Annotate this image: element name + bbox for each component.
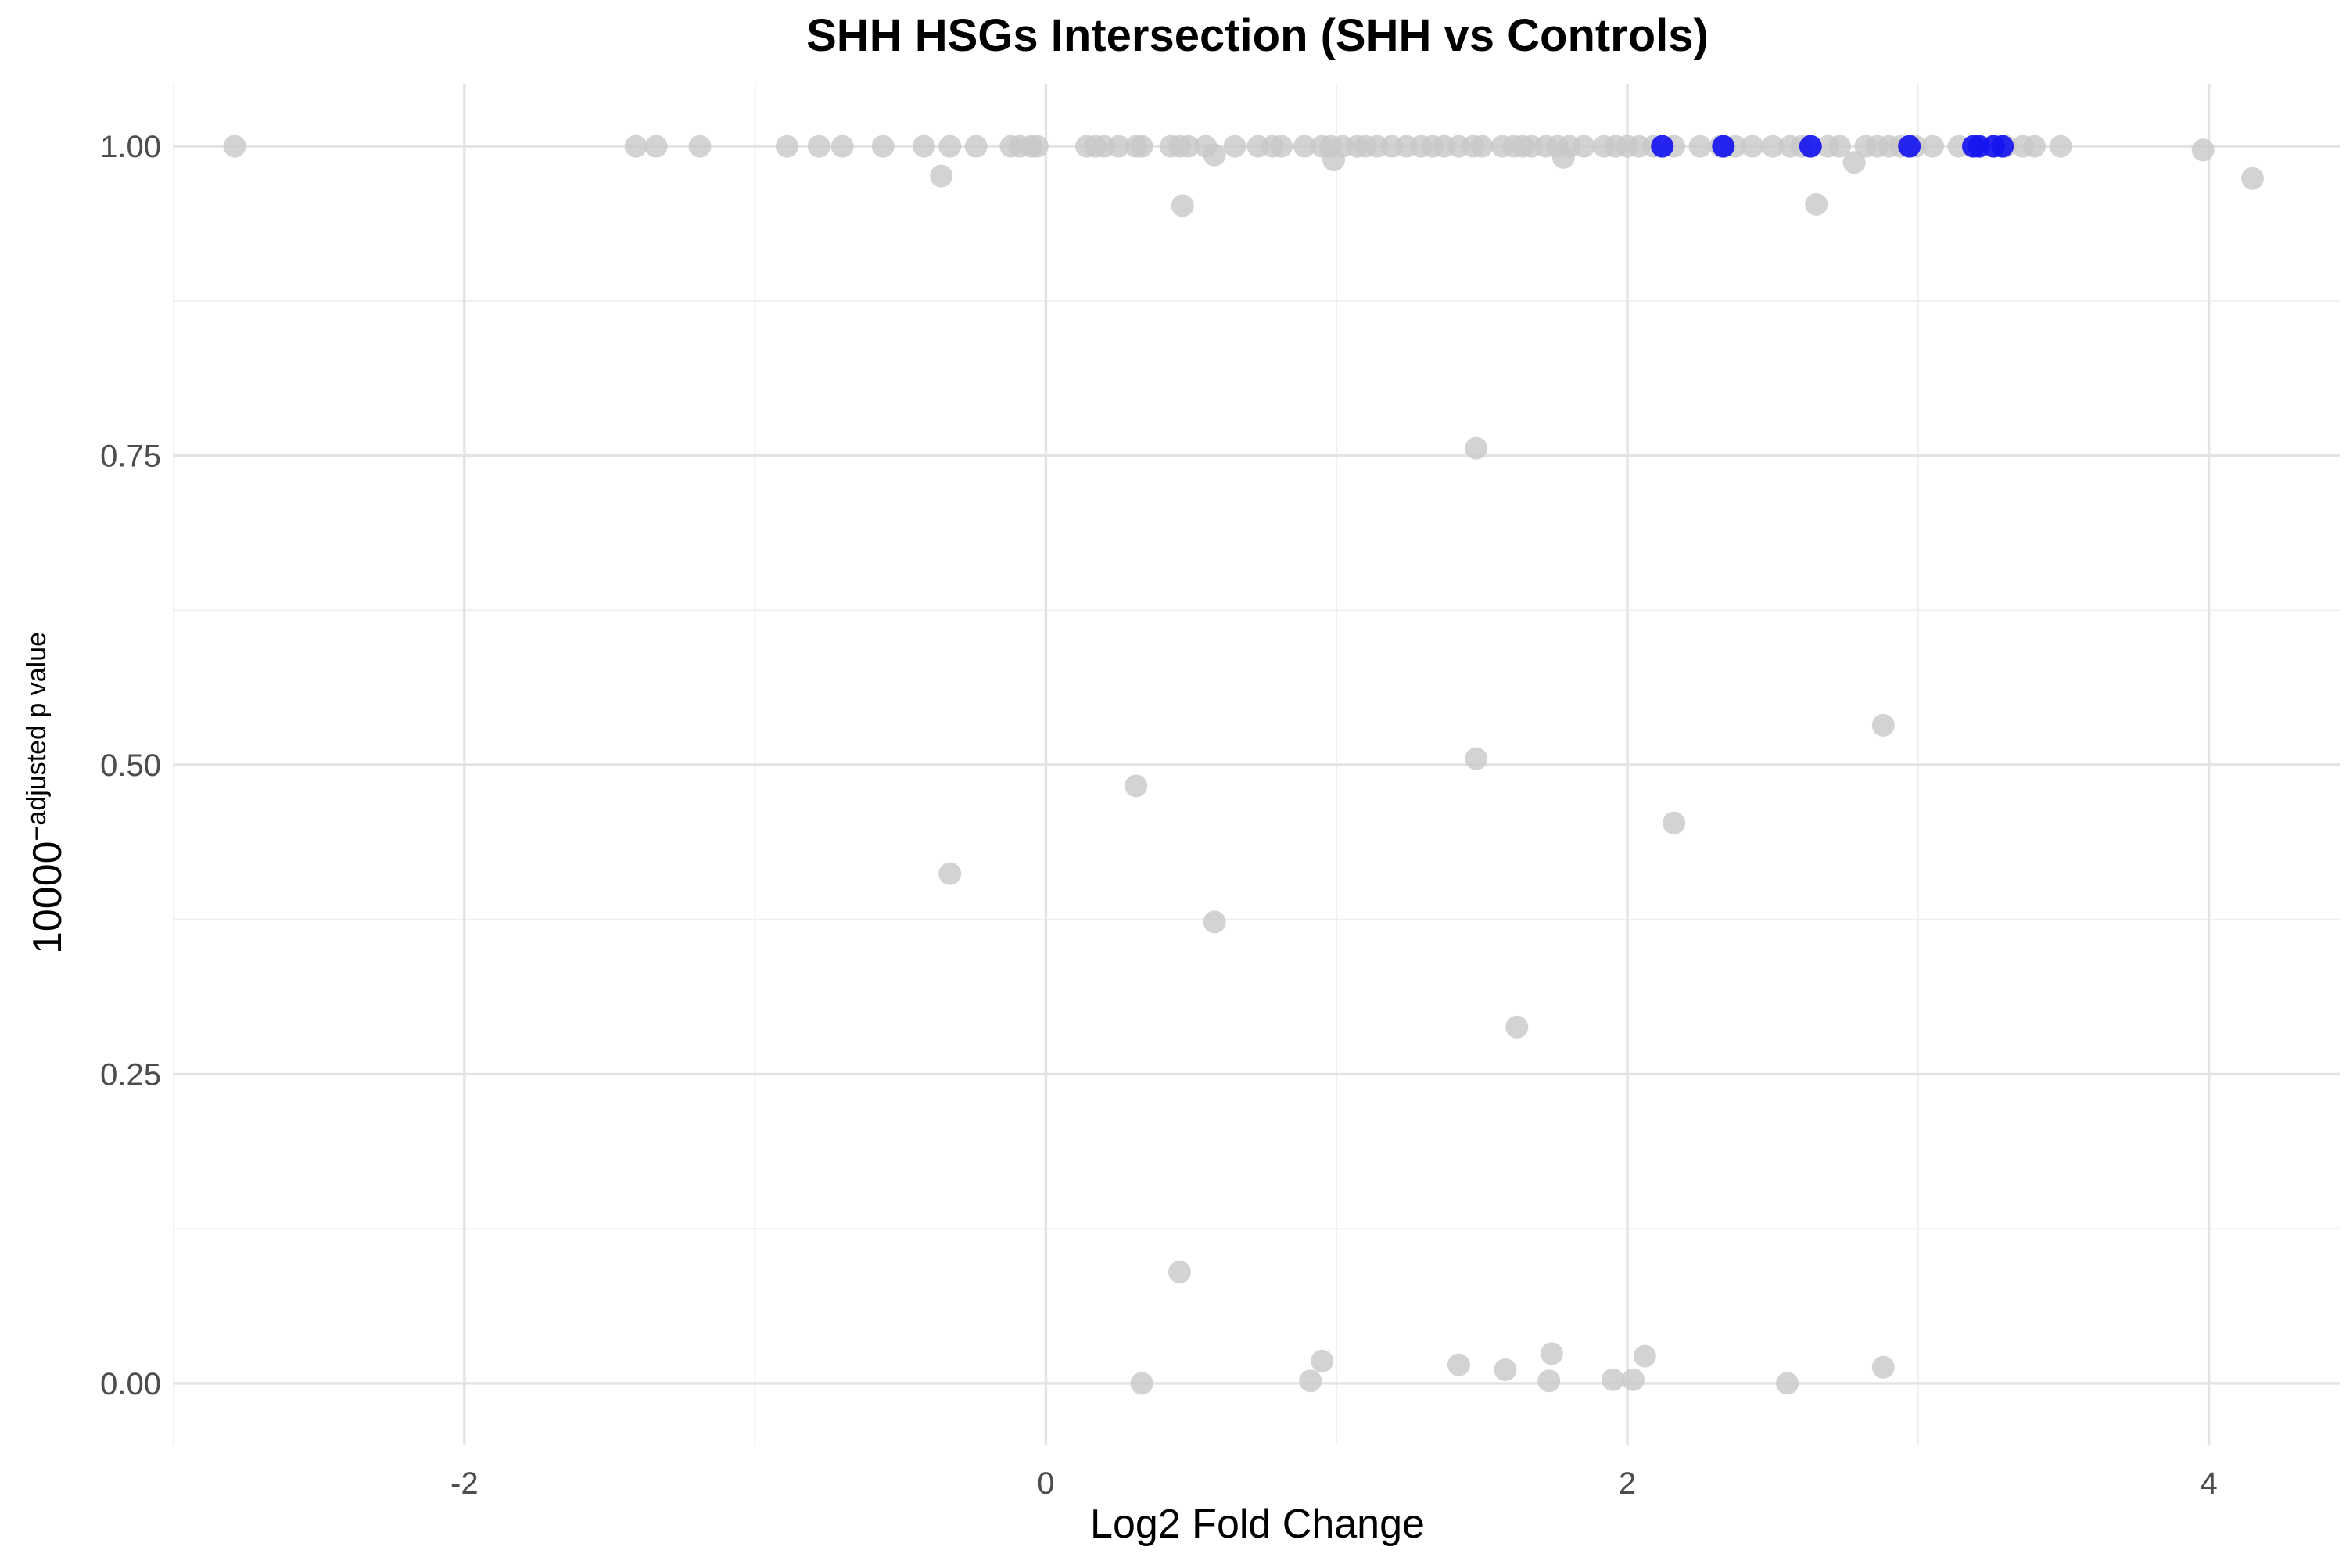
data-point [223,135,246,158]
y-tick-label: 1.00 [100,130,161,164]
data-point [1688,135,1712,158]
data-point [1203,143,1226,167]
data-point [1622,1368,1645,1391]
data-point [807,135,830,158]
data-point [1828,135,1851,158]
y-axis-title-base: 10000 [25,841,70,954]
data-point [776,135,798,158]
y-tick-label: 0.00 [100,1367,161,1401]
data-point [1470,135,1494,158]
svg-text:10000−adjusted p value: 10000−adjusted p value [22,632,70,954]
data-point [2023,135,2046,158]
data-point [1130,1372,1153,1395]
data-point [2049,135,2072,158]
data-point [1223,135,1247,158]
data-point [2241,167,2264,190]
data-point [1871,1355,1895,1379]
data-point [1177,135,1200,158]
data-point [1447,1353,1470,1376]
data-point [1299,1369,1322,1393]
highlighted-data-point [1898,135,1921,158]
data-point [1293,135,1316,158]
data-point [964,135,988,158]
tick-labels: -2 0 2 4 0.00 0.25 0.50 0.75 1.00 [100,130,2218,1501]
y-tick-label: 0.50 [100,748,161,783]
data-point [1311,1349,1334,1372]
data-point [1130,135,1153,158]
highlighted-data-point [1991,135,2014,158]
data-point [1633,1344,1656,1368]
highlighted-data-point [1712,135,1735,158]
data-point [1871,713,1895,737]
data-point [1025,135,1049,158]
data-point [2191,138,2215,162]
data-point [1494,1358,1517,1381]
y-axis-title-superscript: −adjusted p value [22,632,52,841]
x-tick-label: -2 [450,1466,479,1501]
data-point [1842,151,1866,174]
data-point [938,862,962,885]
data-point [1741,135,1764,158]
data-point [871,135,895,158]
data-point [1168,1261,1191,1283]
data-point [1465,436,1488,460]
data-point [1776,1372,1799,1395]
data-point [1203,910,1226,934]
data-point [688,135,712,158]
data-point [1505,1015,1529,1039]
highlighted-data-point [1651,135,1674,158]
data-point [1537,1369,1561,1393]
data-point [1270,135,1293,158]
data-points [223,135,2264,1395]
data-point [1465,747,1488,770]
data-point [1572,135,1595,158]
data-point [930,164,953,188]
data-point [912,135,935,158]
x-axis-title: Log2 Fold Change [1090,1502,1425,1547]
x-tick-label: 2 [1619,1466,1636,1501]
data-point [1125,774,1148,798]
data-point [644,135,668,158]
y-axis-title: 10000−adjusted p value [22,632,70,954]
data-point [1805,192,1828,216]
data-point [1602,1368,1624,1391]
data-point [624,135,647,158]
data-point [1921,135,1944,158]
chart-title: SHH HSGs Intersection (SHH vs Controls) [806,10,1709,61]
data-point [1540,1342,1563,1365]
data-point [1107,135,1130,158]
data-point [1171,194,1194,217]
data-point [1663,811,1686,834]
x-tick-label: 4 [2201,1466,2218,1501]
y-tick-label: 0.75 [100,440,161,474]
highlighted-data-point [1799,135,1822,158]
y-tick-label: 0.25 [100,1057,161,1092]
x-tick-label: 0 [1037,1466,1054,1501]
data-point [938,135,962,158]
data-point [830,135,854,158]
data-point [1761,135,1785,158]
